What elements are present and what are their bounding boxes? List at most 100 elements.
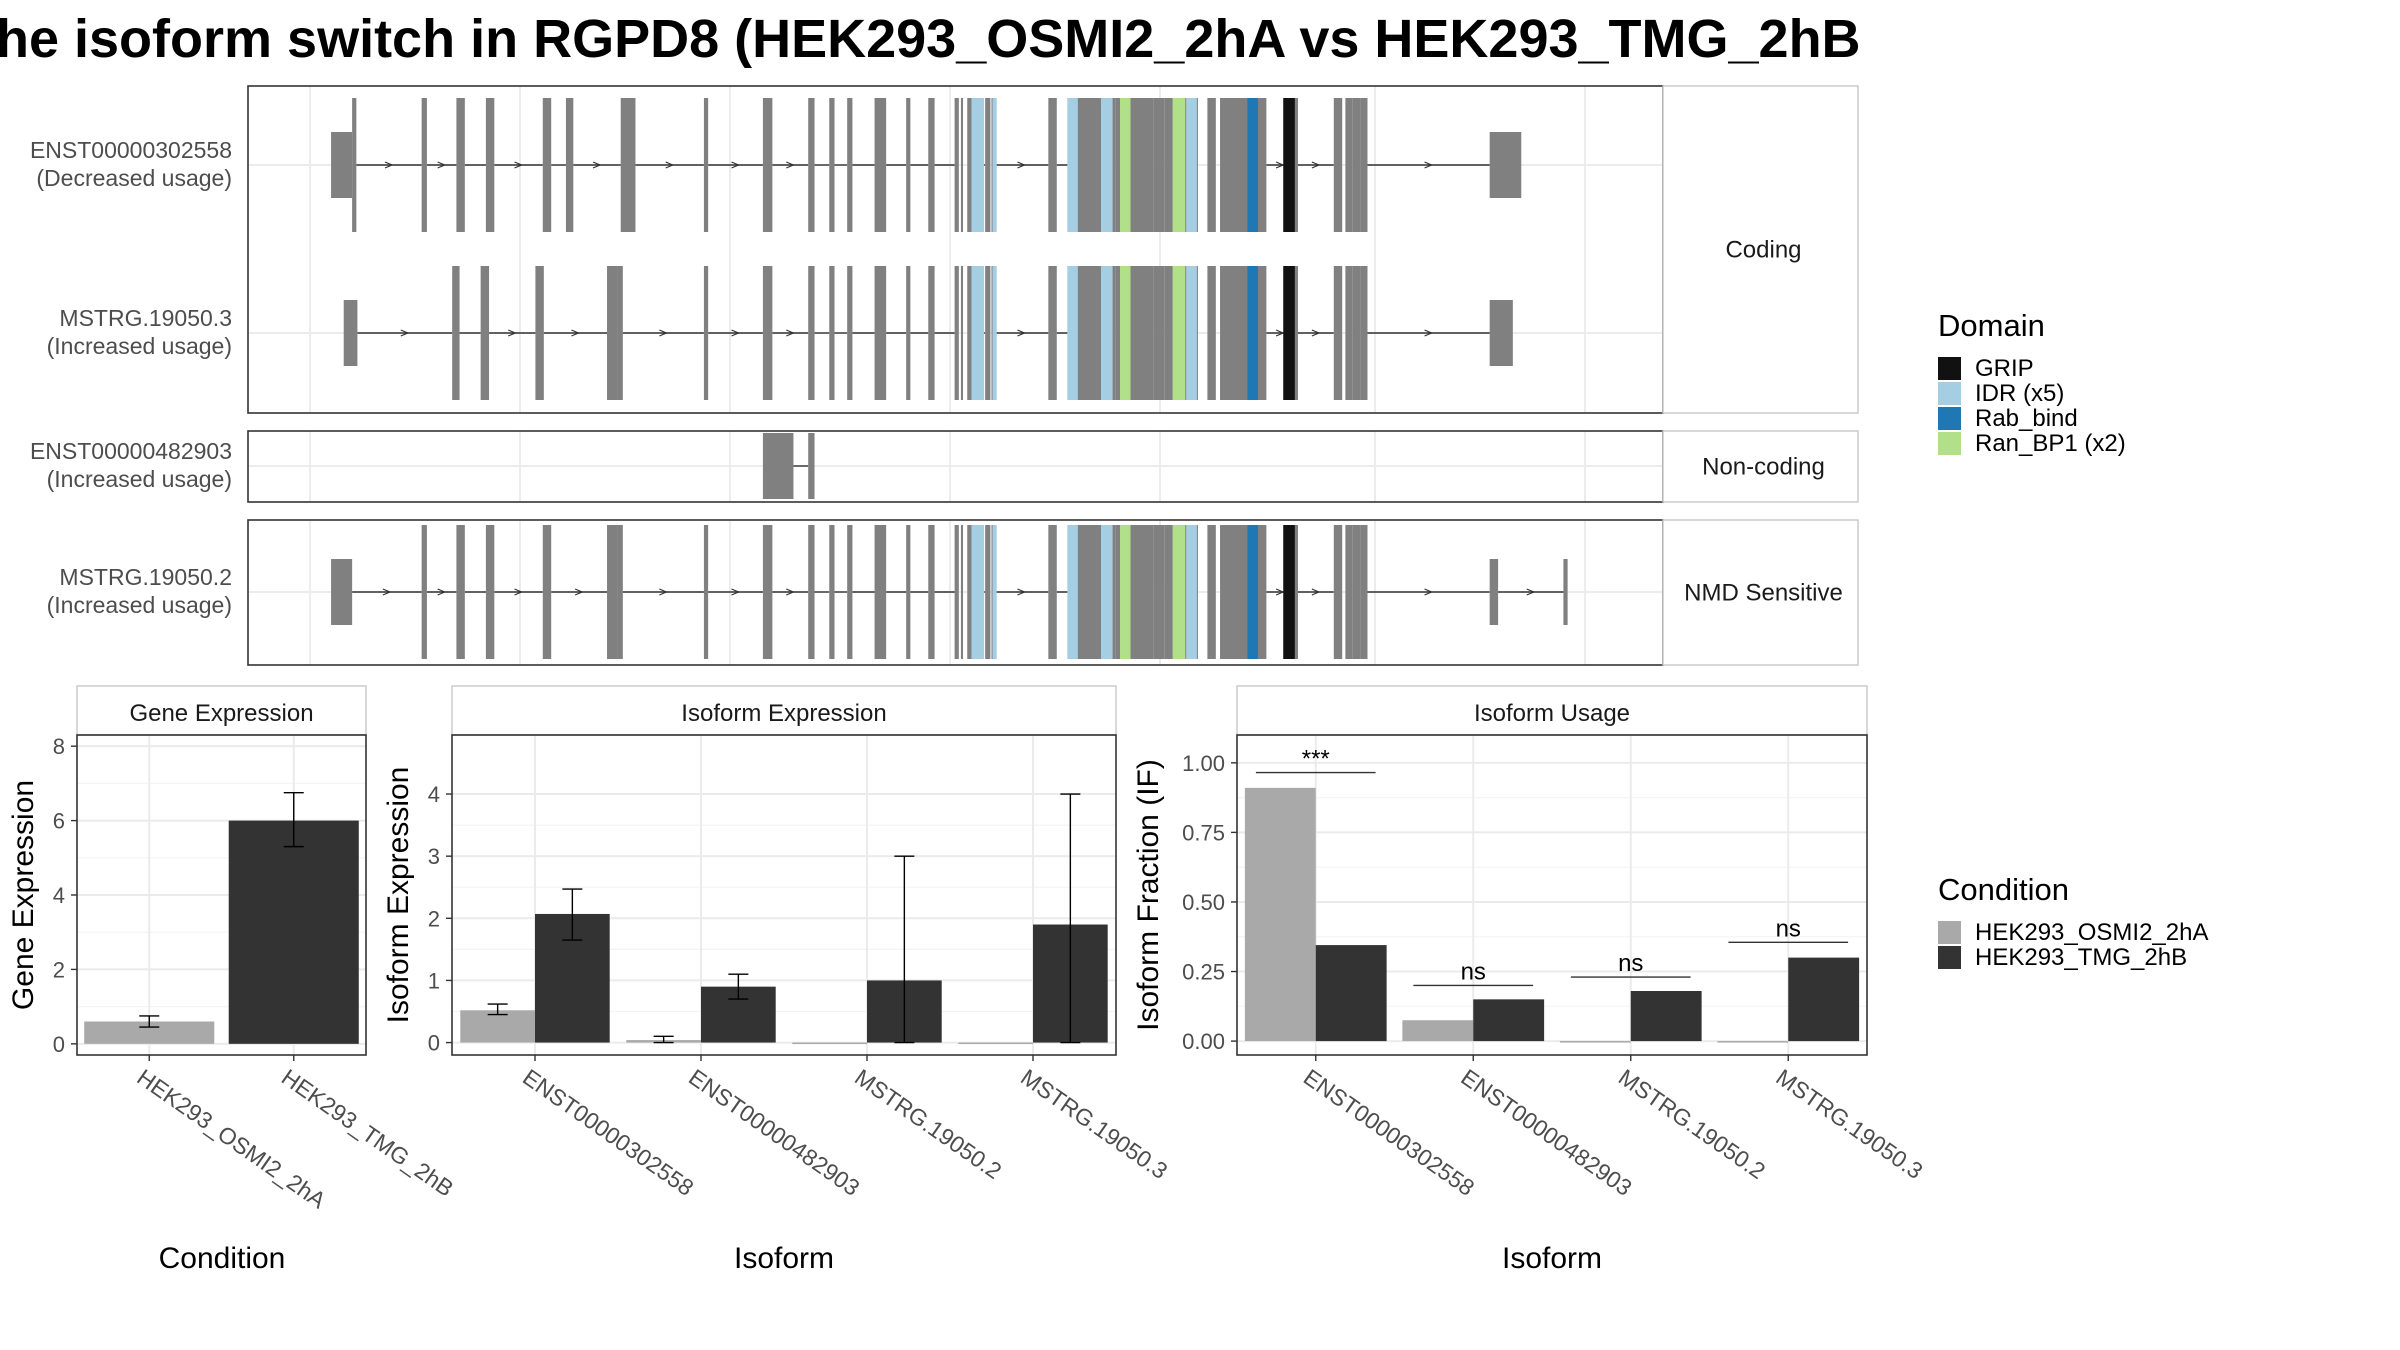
y-tick-label: 4 <box>53 883 65 908</box>
exon <box>1048 266 1057 400</box>
bar <box>1559 1041 1631 1043</box>
exon <box>456 98 465 232</box>
exon <box>847 266 853 400</box>
exon <box>808 525 815 659</box>
intron-arrow <box>659 329 668 337</box>
exon <box>485 98 495 232</box>
exon <box>808 266 815 400</box>
condition-legend-label: HEK293_OSMI2_2hA <box>1975 919 2208 946</box>
intron-arrow <box>659 588 668 596</box>
exon <box>847 98 853 232</box>
intron-arrow <box>437 588 447 596</box>
intron-arrow <box>571 329 580 337</box>
domain-idr <box>1101 266 1113 400</box>
exon <box>331 132 353 198</box>
transcript-usage-label: (Increased usage) <box>47 466 232 492</box>
exon <box>808 98 815 232</box>
y-tick-label: 2 <box>428 906 440 931</box>
intron-arrow <box>731 161 741 169</box>
domain-idr <box>1186 525 1197 659</box>
intron-arrow <box>514 161 524 169</box>
y-tick-label: 0.75 <box>1182 820 1225 845</box>
exon <box>1139 266 1154 400</box>
y-tick-label: 1 <box>428 968 440 993</box>
domain-idr <box>1067 525 1078 659</box>
domain-legend-swatch <box>1938 382 1961 405</box>
intron-arrow <box>1017 161 1027 169</box>
bar <box>460 1010 535 1043</box>
domain-idr <box>992 266 997 400</box>
intron-arrow <box>1424 161 1434 169</box>
domain-legend-swatch <box>1938 407 1961 430</box>
exon <box>1153 98 1165 232</box>
exon <box>906 266 911 400</box>
exon <box>331 559 353 625</box>
exon <box>617 266 623 400</box>
exon <box>565 98 574 232</box>
domain-idr <box>1186 98 1197 232</box>
facet-strip <box>1662 430 1859 503</box>
domain-idr <box>971 266 985 400</box>
exon <box>928 525 935 659</box>
significance-label: ns <box>1461 958 1486 985</box>
facet-strip <box>1662 519 1859 666</box>
exon <box>906 525 911 659</box>
y-tick-label: 0.50 <box>1182 890 1225 915</box>
domain-ran_bp1 <box>1172 266 1186 400</box>
domain-idr <box>992 98 997 232</box>
x-tick-label: MSTRG.19050.2 <box>850 1064 1006 1184</box>
exon <box>1164 98 1173 232</box>
exon <box>1164 266 1173 400</box>
transcript-ENST00000302558 <box>331 98 1522 232</box>
exon <box>607 525 618 659</box>
condition-legend-label: HEK293_TMG_2hB <box>1975 944 2187 971</box>
domain-ran_bp1 <box>1119 266 1131 400</box>
intron-arrow <box>507 329 517 337</box>
chart-isoform-usage: Isoform Usage *** ns ns ns 0.00 0.25 0.50 0.75 1.… <box>1132 685 1928 1275</box>
y-tick-label: 2 <box>53 957 65 982</box>
exon <box>1352 525 1361 659</box>
chart-strip <box>451 685 1117 736</box>
intron-arrow <box>1275 588 1285 596</box>
intron-arrow <box>1526 588 1536 596</box>
exon <box>1220 525 1267 659</box>
bar <box>1473 999 1545 1042</box>
intron-arrow <box>1275 329 1285 337</box>
exon <box>762 433 794 499</box>
condition-legend-swatch <box>1938 921 1961 944</box>
transcript-MSTRG.19050.2 <box>331 525 1568 659</box>
domain-ran_bp1 <box>1172 98 1186 232</box>
intron-arrow <box>731 329 741 337</box>
domain-idr <box>1067 98 1078 232</box>
exon <box>967 98 973 232</box>
domain-rab_bind <box>1247 525 1258 659</box>
y-tick-label: 0.25 <box>1182 960 1225 985</box>
y-axis-title: Isoform Fraction (IF) <box>1132 759 1165 1031</box>
exon <box>1207 98 1216 232</box>
transcript-structure-panel: Coding ENST00000302558(Decreased usage) MS… <box>30 85 1859 666</box>
exon <box>762 266 773 400</box>
x-tick-label: MSTRG.19050.3 <box>1771 1064 1927 1184</box>
exon <box>1220 98 1267 232</box>
bar <box>1315 945 1387 1042</box>
exon <box>829 525 835 659</box>
exon <box>829 266 835 400</box>
intron-arrow <box>437 161 447 169</box>
intron-arrow <box>786 161 795 169</box>
intron-arrow <box>786 329 795 337</box>
domain-idr <box>1101 525 1113 659</box>
exon <box>703 525 709 659</box>
exon <box>985 266 991 400</box>
exon <box>967 525 973 659</box>
transcript-usage-label: (Increased usage) <box>47 592 232 618</box>
exon <box>1360 98 1368 232</box>
exon <box>1352 98 1361 232</box>
exon <box>703 266 709 400</box>
facet-coding: Coding <box>247 85 1859 414</box>
domain-idr <box>971 98 985 232</box>
y-axis-title: Isoform Expression <box>382 767 415 1024</box>
exon <box>1345 266 1353 400</box>
exon <box>542 98 552 232</box>
facet-strip-label: Coding <box>1725 237 1801 264</box>
